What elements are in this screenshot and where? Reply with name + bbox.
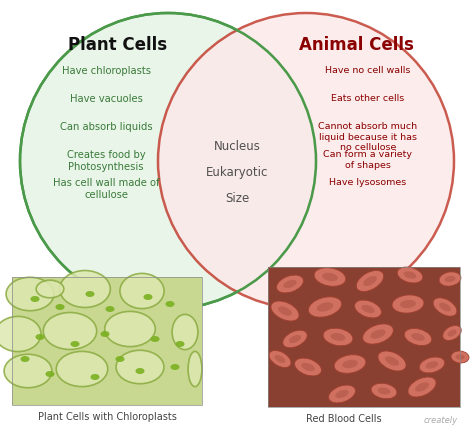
Ellipse shape: [355, 301, 382, 318]
Ellipse shape: [415, 382, 429, 392]
FancyBboxPatch shape: [268, 267, 460, 407]
Ellipse shape: [116, 356, 125, 362]
Ellipse shape: [271, 301, 299, 321]
Ellipse shape: [136, 368, 145, 374]
Ellipse shape: [322, 273, 338, 282]
Ellipse shape: [363, 324, 393, 344]
Ellipse shape: [443, 326, 461, 341]
Ellipse shape: [370, 329, 386, 339]
Ellipse shape: [378, 387, 391, 395]
Ellipse shape: [456, 354, 465, 360]
Ellipse shape: [371, 384, 397, 399]
Ellipse shape: [36, 280, 64, 298]
Ellipse shape: [356, 271, 383, 292]
Ellipse shape: [363, 276, 377, 286]
Ellipse shape: [411, 333, 425, 341]
Ellipse shape: [334, 355, 366, 373]
Ellipse shape: [165, 301, 174, 307]
Ellipse shape: [439, 303, 451, 312]
Text: Plant Cells with Chloroplasts: Plant Cells with Chloroplasts: [37, 411, 176, 421]
Ellipse shape: [451, 351, 469, 363]
Ellipse shape: [335, 390, 349, 398]
Ellipse shape: [46, 371, 55, 377]
Ellipse shape: [60, 271, 110, 308]
Text: Eukaryotic: Eukaryotic: [206, 166, 268, 178]
Ellipse shape: [361, 305, 374, 313]
Text: Eats other cells: Eats other cells: [331, 94, 405, 103]
Ellipse shape: [106, 306, 115, 312]
Ellipse shape: [30, 296, 39, 302]
Ellipse shape: [71, 341, 80, 347]
Text: Size: Size: [225, 191, 249, 205]
Ellipse shape: [144, 294, 153, 300]
Ellipse shape: [276, 276, 303, 293]
Text: Can form a variety
of shapes: Can form a variety of shapes: [323, 150, 412, 169]
Ellipse shape: [419, 357, 445, 373]
Ellipse shape: [400, 300, 416, 308]
Ellipse shape: [408, 377, 436, 397]
FancyBboxPatch shape: [12, 277, 202, 405]
Ellipse shape: [385, 356, 399, 366]
Ellipse shape: [116, 350, 164, 384]
Ellipse shape: [20, 356, 29, 362]
Ellipse shape: [120, 274, 164, 309]
Ellipse shape: [175, 341, 184, 347]
Ellipse shape: [404, 329, 432, 346]
Ellipse shape: [172, 315, 198, 350]
Ellipse shape: [0, 316, 41, 352]
Ellipse shape: [342, 360, 358, 369]
Ellipse shape: [309, 297, 342, 317]
Ellipse shape: [278, 307, 292, 316]
Text: Have lysosomes: Have lysosomes: [329, 178, 407, 187]
Ellipse shape: [328, 385, 356, 403]
Text: Animal Cells: Animal Cells: [299, 36, 413, 54]
Text: Red Blood Cells: Red Blood Cells: [306, 413, 382, 423]
Ellipse shape: [105, 312, 155, 347]
Text: Creates food by
Photosynthesis: Creates food by Photosynthesis: [67, 150, 146, 172]
Ellipse shape: [4, 354, 52, 388]
Ellipse shape: [397, 267, 423, 283]
Ellipse shape: [314, 268, 346, 287]
Text: Can absorb liquids: Can absorb liquids: [60, 122, 152, 132]
Ellipse shape: [439, 272, 461, 286]
Ellipse shape: [445, 276, 456, 283]
Ellipse shape: [151, 336, 159, 342]
Ellipse shape: [317, 303, 333, 312]
Text: Have no cell walls: Have no cell walls: [325, 66, 410, 75]
Ellipse shape: [91, 374, 100, 380]
Ellipse shape: [301, 363, 315, 371]
Ellipse shape: [171, 364, 180, 370]
Ellipse shape: [433, 298, 457, 316]
Text: Has cell wall made of
cellulose: Has cell wall made of cellulose: [53, 178, 159, 200]
Ellipse shape: [323, 329, 353, 346]
Text: Plant Cells: Plant Cells: [68, 36, 168, 54]
Circle shape: [20, 14, 316, 309]
Ellipse shape: [294, 358, 321, 376]
Ellipse shape: [392, 295, 424, 313]
Ellipse shape: [85, 291, 94, 297]
Ellipse shape: [378, 351, 406, 371]
Text: Have chloroplasts: Have chloroplasts: [62, 66, 151, 76]
Ellipse shape: [274, 355, 285, 363]
Ellipse shape: [43, 313, 97, 350]
Ellipse shape: [188, 352, 202, 387]
Ellipse shape: [55, 304, 64, 310]
Ellipse shape: [330, 333, 346, 341]
Ellipse shape: [426, 362, 438, 369]
Text: Nucleus: Nucleus: [214, 140, 260, 153]
Ellipse shape: [283, 280, 297, 289]
Text: Cannot absorb much
liquid because it has
no cellulose: Cannot absorb much liquid because it has…: [319, 122, 418, 152]
Ellipse shape: [269, 350, 291, 368]
Ellipse shape: [56, 352, 108, 387]
Circle shape: [158, 14, 454, 309]
Ellipse shape: [100, 331, 109, 337]
Text: creately: creately: [424, 415, 458, 424]
Ellipse shape: [447, 330, 456, 337]
Ellipse shape: [6, 278, 54, 311]
Ellipse shape: [283, 331, 307, 348]
Ellipse shape: [289, 335, 301, 343]
Text: Have vacuoles: Have vacuoles: [70, 94, 143, 104]
Ellipse shape: [404, 272, 416, 279]
Ellipse shape: [36, 334, 45, 340]
